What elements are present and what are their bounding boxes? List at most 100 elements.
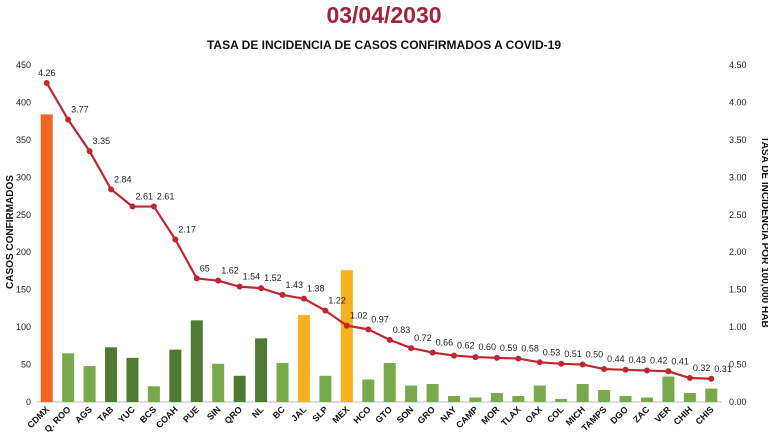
line-point [86,148,93,155]
y2-tick-label: 1.50 [729,285,747,295]
bar [212,363,225,402]
y-tick-label: 450 [16,60,31,70]
line-data-label: 0.53 [543,347,561,357]
bar [83,366,96,402]
category-label: CHIH [672,404,695,427]
bar [576,384,589,402]
line-point [536,359,543,366]
line-point [322,307,329,314]
y-tick-label: 300 [16,172,31,182]
line-point [622,366,629,373]
bar [297,315,310,402]
bar [469,397,482,402]
category-label: MEX [330,404,351,425]
line-data-label: 65 [200,263,210,273]
line-point [236,283,243,290]
category-label: ZAC [631,404,652,425]
line-data-label: 0.32 [693,363,711,373]
bar [147,386,160,402]
line-point [300,295,307,302]
bar [640,397,653,402]
line-data-label: 2.84 [114,174,132,184]
line-point [343,322,350,329]
category-label: PUE [181,404,201,424]
line-point [686,375,693,382]
category-label: COAH [154,404,180,430]
bar [105,347,118,402]
line-point [193,275,200,282]
bar [448,396,461,402]
bar [426,384,439,402]
bar [362,379,375,402]
line-point [515,355,522,362]
y2-tick-label: 4.00 [729,97,747,107]
line-data-label: 0.83 [393,325,411,335]
category-label: JAL [289,404,308,423]
y2-tick-label: 1.00 [729,322,747,332]
y2-axis-title: TASA DE INCIDENCIA POR 100,000 HAB [759,136,768,327]
category-label: HCO [351,404,372,425]
line-point [665,368,672,375]
bar [683,393,696,402]
line-point [558,360,565,367]
line-point [472,354,479,361]
line-point [172,236,179,243]
line-point [643,367,650,374]
bar [40,114,53,402]
line-data-label: 1.52 [264,273,282,283]
line-point [65,116,72,123]
y-tick-label: 150 [16,285,31,295]
category-label: MOR [479,404,501,426]
y2-tick-label: 0.00 [729,397,747,407]
line-point [451,352,458,359]
y2-tick-label: 4.50 [729,60,747,70]
line-point [493,354,500,361]
y2-tick-label: 3.50 [729,135,747,145]
category-label: YUC [116,404,137,425]
category-label: TLAX [499,404,523,428]
line-data-label: 2.17 [178,224,196,234]
bar [319,375,332,402]
bar [705,388,718,402]
line-data-label: 3.77 [71,105,89,115]
line-point [708,375,715,382]
line-data-label: 0.72 [414,333,432,343]
line-data-label: 0.97 [371,314,389,324]
line-data-label: 0.58 [521,344,539,354]
bar [62,353,75,402]
bar [619,396,632,402]
y2-tick-label: 2.00 [729,247,747,257]
category-label: CHIS [693,404,715,426]
bar [555,399,568,402]
line-point [365,326,372,333]
category-label: NL [250,404,266,420]
line-data-label: 0.62 [457,341,475,351]
category-label: DGO [608,404,630,426]
line-data-label: 0.43 [629,355,647,365]
y2-tick-label: 2.50 [729,210,747,220]
category-label: GRO [415,404,437,426]
line-data-label: 3.35 [93,136,111,146]
y-tick-label: 250 [16,210,31,220]
bar [662,376,675,402]
category-label: BC [271,404,288,421]
y2-tick-label: 3.00 [729,172,747,182]
bar [340,270,353,402]
report-date: 03/04/2030 [326,2,442,28]
incidence-line [45,82,712,380]
bar [405,385,418,402]
y2-tick-label: 0.50 [729,360,747,370]
category-label: SIN [205,404,223,422]
line-data-label: 2.61 [135,192,153,202]
y-axis-title: CASOS CONFIRMADOS [5,175,16,289]
y-tick-label: 0 [26,397,31,407]
line-data-label: 1.22 [328,296,346,306]
line-point [408,345,415,352]
category-label: AGS [73,404,94,425]
line-data-label: 2.61 [157,192,175,202]
line-data-label: 4.26 [38,68,56,78]
bar [533,385,546,402]
category-label: QRO [222,404,244,426]
